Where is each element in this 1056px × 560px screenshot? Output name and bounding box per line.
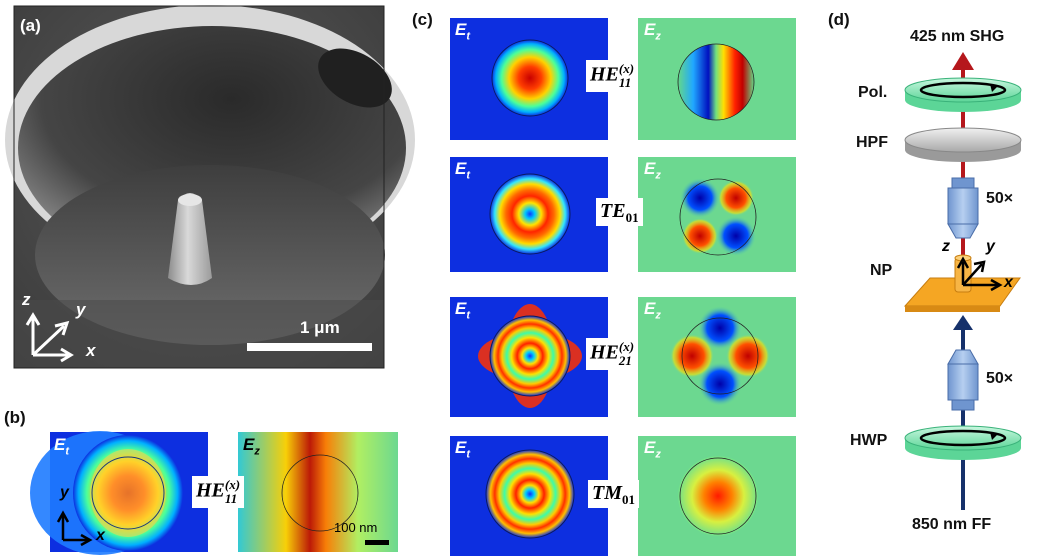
- panel-a-scale-bar: [247, 343, 372, 351]
- panel-d-objective-bottom-label: 50×: [986, 370, 1014, 387]
- panel-d-label: (d): [828, 10, 850, 29]
- panel-b-et-map: [30, 431, 208, 555]
- panel-b-label: (b): [4, 408, 26, 427]
- panel-d-axis-x-label: x: [1004, 274, 1013, 291]
- panel-c-row2-et-label: Et: [455, 159, 471, 182]
- panel-c-row2-mode-label: TE01: [596, 198, 643, 226]
- panel-d-objective-top-label: 50×: [986, 190, 1014, 207]
- panel-a-axis-x-label: x: [86, 341, 96, 360]
- panel-d-hwp-label: HWP: [850, 432, 888, 449]
- panel-c-row3-et-map: [450, 297, 608, 417]
- panel-c-row4-mode-label: TM01: [588, 480, 639, 508]
- panel-b-mode-label: HE (x) 11: [192, 476, 245, 508]
- panel-a-scale-bar-label: 1 μm: [300, 318, 340, 337]
- panel-d-objective-top: [947, 177, 979, 239]
- panel-d-axis-z-label: z: [942, 238, 950, 255]
- panel-d-shg-arrowhead: [952, 52, 974, 70]
- panel-d-axes-icon: [956, 256, 1003, 292]
- panel-d-hwp: [904, 425, 1022, 460]
- panel-c-row2-ez-map: [638, 157, 796, 272]
- panel-b-ez-label: Ez: [243, 435, 260, 458]
- panel-b-axis-y-label: y: [60, 484, 69, 501]
- panel-c-row1-ez-map: [638, 18, 796, 140]
- panel-d-objective-bottom: [947, 349, 979, 411]
- panel-b-scale-bar-label: 100 nm: [334, 520, 378, 535]
- panel-a-axis-z-label: z: [22, 290, 31, 309]
- panel-b-axis-x-label: x: [96, 527, 105, 544]
- panel-d-np-label: NP: [870, 262, 893, 279]
- panel-c-row1-et-map: [450, 18, 608, 140]
- panel-b-scale-bar: [365, 540, 389, 545]
- panel-c-row3-ez-map: [638, 297, 796, 417]
- panel-d-hpf-label: HPF: [856, 134, 888, 151]
- panel-d-axis-y-label: y: [986, 238, 995, 255]
- panel-c-row4-et-label: Et: [455, 438, 471, 461]
- panel-d-ff-label: 850 nm FF: [912, 516, 992, 533]
- panel-c-row4-ez-map: [638, 436, 796, 556]
- panel-a-sem-image: [5, 5, 415, 369]
- panel-c-row1-et-label: Et: [455, 20, 471, 43]
- panel-d-ff-arrowhead: [953, 315, 973, 330]
- panel-c-row1-ez-label: Ez: [644, 20, 661, 43]
- panel-d-polarizer: [904, 77, 1022, 112]
- panel-c-row4-ez-label: Ez: [644, 438, 661, 461]
- panel-c-row3-et-label: Et: [455, 299, 471, 322]
- panel-b-axes-icon: [56, 510, 93, 547]
- panel-c-row4-et-map: [450, 436, 608, 556]
- panel-c-label: (c): [412, 10, 433, 29]
- panel-c-row2-ez-label: Ez: [644, 159, 661, 182]
- panel-a-axes-icon: [25, 312, 74, 363]
- panel-b-et-label: Et: [54, 435, 70, 458]
- panel-c-row2-et-map: [450, 157, 608, 272]
- panel-d-shg-label: 425 nm SHG: [910, 28, 1005, 45]
- panel-c-row3-mode-label: HE (x) 21: [586, 338, 639, 370]
- panel-d-hpf: [904, 127, 1022, 162]
- panel-a-axis-y-label: y: [76, 300, 86, 319]
- panel-a-label: (a): [20, 16, 41, 35]
- panel-b-ez-map: [238, 432, 398, 552]
- panel-c-row1-mode-label: HE (x) 11: [586, 60, 639, 92]
- panel-d-pol-label: Pol.: [858, 84, 888, 101]
- panel-c-row3-ez-label: Ez: [644, 299, 661, 322]
